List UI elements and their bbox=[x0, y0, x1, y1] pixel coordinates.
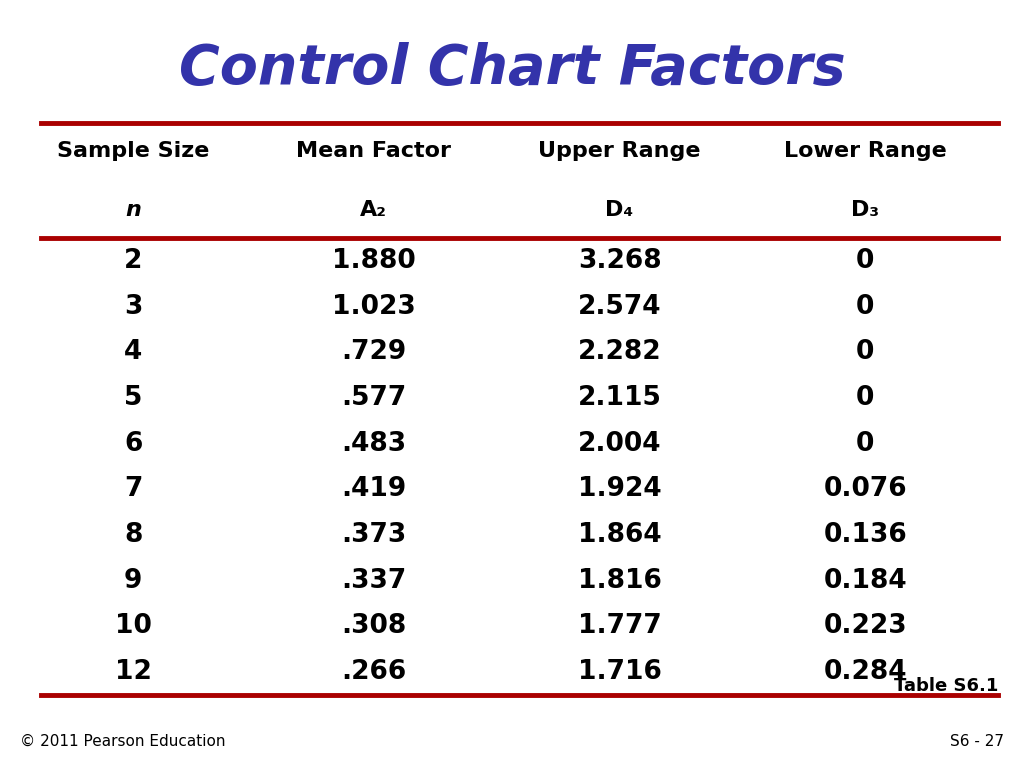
Text: © 2011 Pearson Education: © 2011 Pearson Education bbox=[20, 733, 226, 749]
Text: 0: 0 bbox=[856, 293, 874, 319]
Text: S6 - 27: S6 - 27 bbox=[949, 733, 1004, 749]
Text: 1.023: 1.023 bbox=[332, 293, 416, 319]
Text: 1.777: 1.777 bbox=[578, 614, 662, 640]
Text: 0.076: 0.076 bbox=[823, 476, 907, 502]
Text: .337: .337 bbox=[341, 568, 407, 594]
Text: 0.184: 0.184 bbox=[823, 568, 907, 594]
Text: 7: 7 bbox=[124, 476, 142, 502]
Text: .419: .419 bbox=[341, 476, 407, 502]
Text: 0.136: 0.136 bbox=[823, 522, 907, 548]
Text: 12: 12 bbox=[115, 659, 152, 685]
Text: 8: 8 bbox=[124, 522, 142, 548]
Text: 0: 0 bbox=[856, 385, 874, 411]
Text: D₃: D₃ bbox=[851, 200, 880, 220]
Text: 9: 9 bbox=[124, 568, 142, 594]
Text: Mean Factor: Mean Factor bbox=[296, 141, 452, 161]
Text: 0.284: 0.284 bbox=[823, 659, 907, 685]
Text: D₄: D₄ bbox=[605, 200, 634, 220]
Text: Table S6.1: Table S6.1 bbox=[894, 677, 998, 695]
Text: 4: 4 bbox=[124, 339, 142, 366]
Text: A₂: A₂ bbox=[360, 200, 387, 220]
Text: .308: .308 bbox=[341, 614, 407, 640]
Text: Sample Size: Sample Size bbox=[57, 141, 209, 161]
Text: Control Chart Factors: Control Chart Factors bbox=[178, 42, 846, 96]
Text: 0: 0 bbox=[856, 248, 874, 274]
Text: 3: 3 bbox=[124, 293, 142, 319]
Text: .729: .729 bbox=[341, 339, 407, 366]
Text: 2.115: 2.115 bbox=[578, 385, 662, 411]
Text: 2.574: 2.574 bbox=[578, 293, 662, 319]
Text: 1.880: 1.880 bbox=[332, 248, 416, 274]
Text: 6: 6 bbox=[124, 431, 142, 457]
Text: 2: 2 bbox=[124, 248, 142, 274]
Text: .577: .577 bbox=[341, 385, 407, 411]
Text: 2.004: 2.004 bbox=[578, 431, 662, 457]
Text: 10: 10 bbox=[115, 614, 152, 640]
Text: 1.864: 1.864 bbox=[578, 522, 662, 548]
Text: Upper Range: Upper Range bbox=[539, 141, 700, 161]
Text: Lower Range: Lower Range bbox=[784, 141, 946, 161]
Text: 0: 0 bbox=[856, 339, 874, 366]
Text: 1.924: 1.924 bbox=[578, 476, 662, 502]
Text: 0: 0 bbox=[856, 431, 874, 457]
Text: .266: .266 bbox=[341, 659, 407, 685]
Text: 2.282: 2.282 bbox=[578, 339, 662, 366]
Text: 1.816: 1.816 bbox=[578, 568, 662, 594]
Text: 1.716: 1.716 bbox=[578, 659, 662, 685]
Text: 0.223: 0.223 bbox=[823, 614, 907, 640]
Text: .483: .483 bbox=[341, 431, 407, 457]
Text: 5: 5 bbox=[124, 385, 142, 411]
Text: n: n bbox=[125, 200, 141, 220]
Text: 3.268: 3.268 bbox=[578, 248, 662, 274]
Text: .373: .373 bbox=[341, 522, 407, 548]
